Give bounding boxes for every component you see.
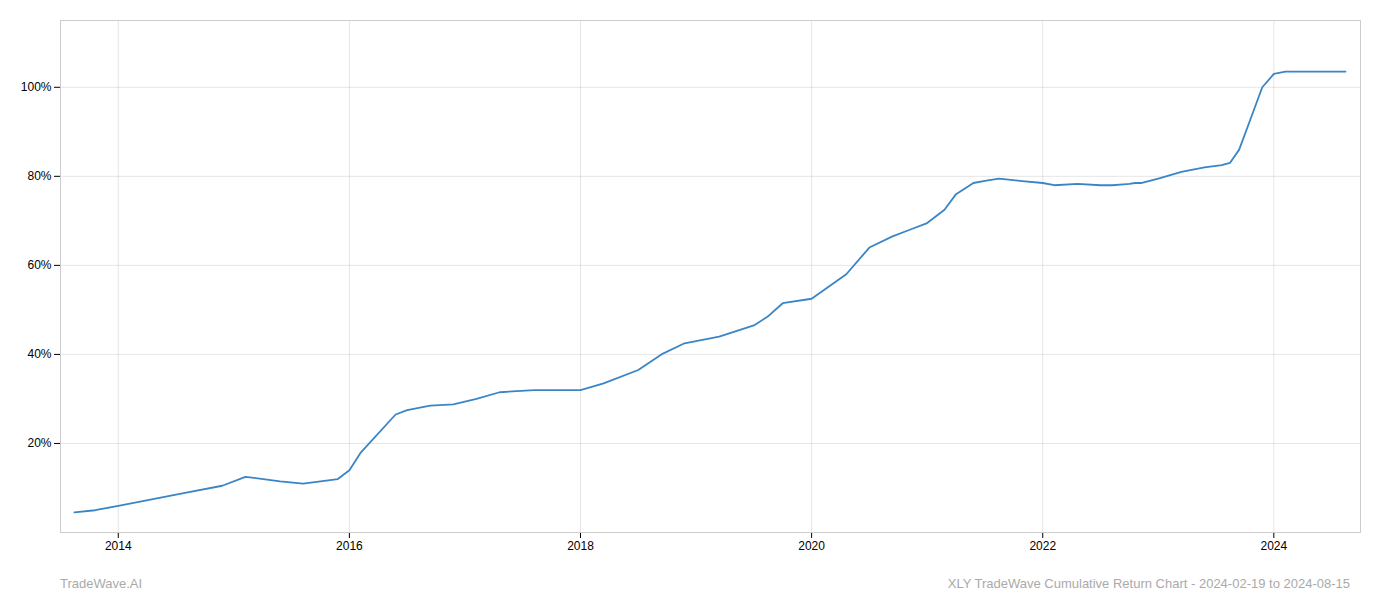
svg-text:100%: 100% [21, 80, 52, 94]
svg-text:2014: 2014 [105, 539, 132, 553]
svg-text:2016: 2016 [336, 539, 363, 553]
svg-text:2024: 2024 [1260, 539, 1287, 553]
svg-text:2018: 2018 [567, 539, 594, 553]
svg-text:60%: 60% [27, 258, 51, 272]
html-text:XLY TradeWave Cumulative Retur: XLY TradeWave Cumulative Return Chart - … [947, 576, 1350, 591]
svg-text:40%: 40% [27, 347, 51, 361]
svg-text:80%: 80% [27, 169, 51, 183]
html-text:TradeWave.AI: TradeWave.AI [60, 576, 143, 591]
svg-text:2020: 2020 [798, 539, 825, 553]
svg-text:20%: 20% [27, 436, 51, 450]
svg-text:2022: 2022 [1029, 539, 1056, 553]
